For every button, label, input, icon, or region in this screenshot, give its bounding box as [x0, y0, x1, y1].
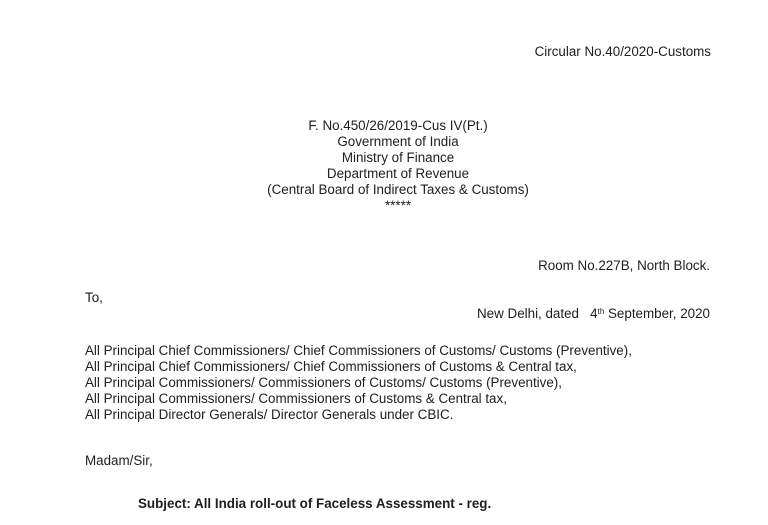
issue-place-date-block: Room No.227B, North Block. New Delhi, da…: [477, 226, 710, 354]
letterhead-block: F. No.450/26/2019-Cus IV(Pt.) Government…: [85, 118, 711, 214]
addressee-line: All Principal Director Generals/ Directo…: [85, 407, 454, 422]
file-number: F. No.450/26/2019-Cus IV(Pt.): [308, 118, 488, 133]
letterhead-cbic-line: (Central Board of Indirect Taxes & Custo…: [267, 182, 529, 197]
letterhead-ministry-of-finance: Ministry of Finance: [341, 150, 455, 165]
letterhead-department-of-revenue: Department of Revenue: [326, 166, 470, 181]
date-ordinal-superscript: th: [597, 307, 605, 316]
addressee-line: All Principal Chief Commissioners/ Chief…: [85, 359, 577, 374]
room-address-line: Room No.227B, North Block.: [538, 258, 710, 273]
addressee-line: All Principal Commissioners/ Commissione…: [85, 391, 507, 406]
addressee-list: All Principal Chief Commissioners/ Chief…: [85, 343, 745, 423]
date-line-prefix: New Delhi, dated 4: [477, 306, 598, 321]
addressee-line: All Principal Chief Commissioners/ Chief…: [85, 343, 632, 358]
salutation-to: To,: [85, 290, 103, 305]
asterisk-separator: *****: [384, 198, 412, 213]
letterhead-government-of-india: Government of India: [337, 134, 459, 149]
date-line-suffix: September, 2020: [604, 306, 710, 321]
greeting-madam-sir: Madam/Sir,: [85, 453, 153, 468]
subject-line: Subject: All India roll-out of Faceless …: [138, 496, 492, 511]
addressee-line: All Principal Commissioners/ Commissione…: [85, 375, 562, 390]
circular-number: Circular No.40/2020-Customs: [534, 44, 711, 59]
date-line: New Delhi, dated 4th September, 2020: [477, 306, 710, 322]
